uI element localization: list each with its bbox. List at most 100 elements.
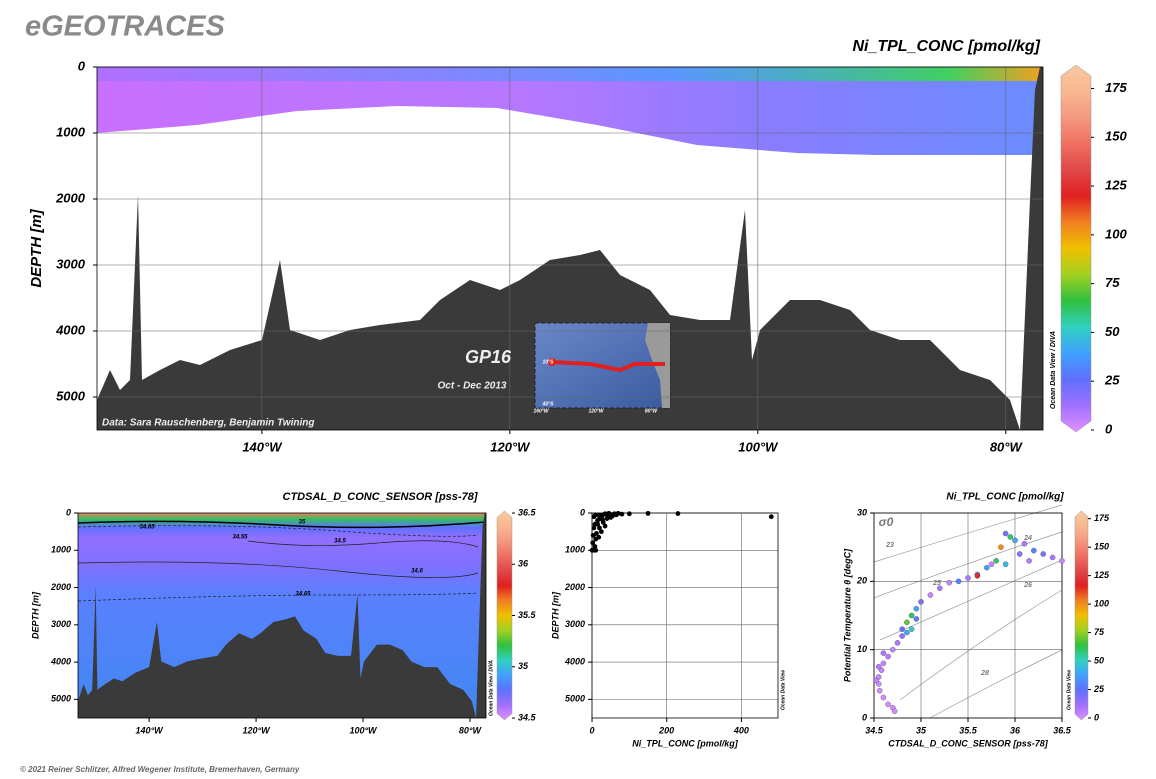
colorbar-tick-label: 150 — [1105, 129, 1127, 144]
data-point — [885, 653, 891, 660]
data-point — [626, 511, 632, 517]
x-tick-label: 80°W — [990, 439, 1024, 454]
x-tick-label: 35 — [916, 725, 927, 735]
data-point — [880, 694, 887, 701]
data-point — [1016, 551, 1023, 557]
data-point — [598, 529, 604, 535]
data-point — [1002, 561, 1009, 568]
isopycnal-label: 24 — [1023, 535, 1032, 542]
y-tick-label: 10 — [857, 644, 867, 654]
data-point — [904, 619, 910, 626]
y-tick-label: 0 — [580, 507, 585, 517]
x-tick-label: 80°W — [459, 725, 483, 735]
data-point — [675, 511, 681, 516]
y-tick-label: 0 — [66, 507, 71, 517]
data-point — [927, 592, 934, 598]
contour-label: 34.6 — [411, 569, 423, 575]
y-tick-label: 4000 — [564, 656, 585, 666]
plot-frame — [96, 66, 1044, 431]
data-point — [1049, 554, 1056, 561]
y-tick-label: 0 — [78, 58, 86, 73]
y-tick-label: 3000 — [565, 619, 585, 629]
data-point — [645, 510, 651, 516]
x-tick-label: 200 — [658, 725, 674, 735]
colorbar-tick-label: 100 — [1094, 598, 1109, 608]
data-point — [1040, 551, 1046, 557]
colorbar-tick-label: 25 — [1093, 684, 1105, 694]
x-tick-label: 100°W — [349, 725, 378, 735]
colorbar-tick-label: 125 — [1094, 570, 1110, 580]
contour-label: 35 — [299, 520, 306, 526]
data-point — [875, 664, 882, 670]
y-tick-label: 4000 — [55, 322, 86, 337]
contour-label: 34.55 — [232, 535, 248, 541]
data-point — [955, 578, 962, 585]
y-tick-label: 5000 — [56, 388, 86, 403]
colorbar-tick-label: 0 — [1105, 421, 1113, 436]
data-point — [592, 544, 598, 549]
colorbar-tick-label: 175 — [1094, 513, 1110, 523]
chart-title: CTDSAL_D_CONC_SENSOR [pss-78] — [283, 491, 478, 503]
y-tick-label: 20 — [856, 576, 867, 586]
data-point — [946, 579, 952, 586]
colorbar-tick-label: 36 — [518, 559, 529, 569]
data-point — [1031, 547, 1037, 554]
side-label: Ocean Data View — [780, 669, 786, 710]
y-tick-label: 1000 — [51, 545, 71, 555]
x-tick-label: 36.5 — [1053, 725, 1072, 735]
plot-frame — [873, 512, 1063, 719]
y-tick-label: 3000 — [56, 256, 86, 271]
data-point — [605, 512, 611, 518]
x-tick-label: 36 — [1010, 725, 1021, 735]
data-point — [937, 585, 943, 591]
x-axis-label: Ni_TPL_CONC [pmol/kg] — [632, 738, 739, 748]
plot-frame — [591, 512, 779, 719]
data-point — [876, 687, 883, 694]
data-point — [590, 540, 596, 546]
data-point — [885, 701, 891, 708]
data-credit: Data: Sara Rauschenberg, Benjamin Twinin… — [102, 418, 314, 429]
data-point — [899, 633, 905, 639]
data-point — [600, 517, 605, 523]
data-point — [619, 511, 625, 517]
y-tick-label: 1000 — [56, 124, 86, 139]
data-point — [908, 612, 915, 619]
data-point — [988, 561, 995, 568]
data-point — [904, 629, 910, 636]
data-point — [894, 640, 901, 646]
data-point — [880, 650, 887, 656]
data-point — [1026, 558, 1032, 564]
data-point — [974, 573, 981, 579]
data-point — [873, 677, 879, 684]
data-point — [918, 599, 924, 605]
inset-label: 40°S — [542, 401, 555, 407]
colorbar-tick-label: 25 — [1104, 373, 1120, 388]
colorbar-tick-label: 50 — [1094, 655, 1104, 665]
y-tick-label: 0 — [862, 712, 867, 722]
colorbar-tick-label: 125 — [1105, 177, 1127, 192]
isopycnal-label: 25 — [932, 580, 941, 587]
y-tick-label: 2000 — [564, 582, 585, 592]
x-tick-label: 34.5 — [865, 725, 884, 735]
x-tick-label: 0 — [589, 725, 594, 735]
inset-map — [534, 322, 671, 409]
colorbar-tick-label: 0 — [1094, 712, 1099, 722]
colorbar-tick-label: 175 — [1105, 80, 1127, 95]
inset-label: 160°W — [533, 408, 549, 414]
data-point — [597, 525, 602, 531]
inset-label: 10°S — [543, 359, 555, 365]
data-point — [597, 512, 602, 518]
colorbar-tick-label: 75 — [1105, 275, 1120, 290]
x-tick-label: 120°W — [243, 725, 272, 735]
data-point — [593, 547, 599, 553]
cruise-label: GP16 — [465, 347, 512, 367]
data-point — [602, 523, 608, 529]
data-point — [984, 564, 990, 571]
data-point — [594, 531, 599, 536]
y-tick-label: 2000 — [50, 582, 71, 592]
x-tick-label: 400 — [733, 725, 749, 735]
data-point — [891, 708, 898, 714]
contour-label: 34.65 — [295, 592, 311, 598]
contour-label: 34.65 — [139, 525, 155, 531]
